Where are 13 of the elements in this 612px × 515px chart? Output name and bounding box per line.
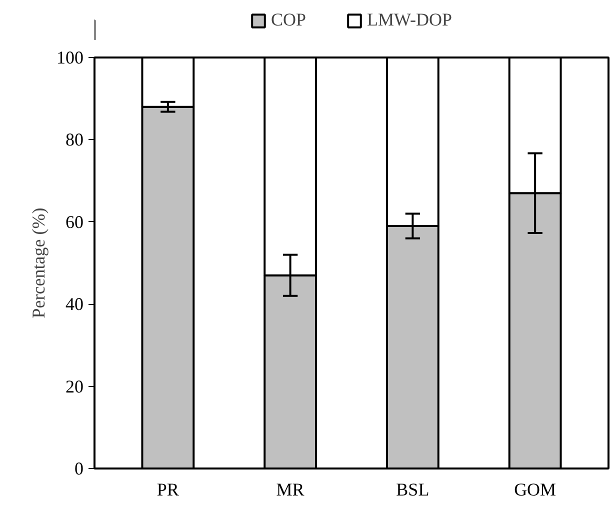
y-tick-label: 0 [74, 458, 84, 478]
legend-label: LMW-DOP [367, 10, 452, 30]
y-tick-label: 100 [56, 48, 84, 68]
x-tick-label: PR [156, 480, 179, 500]
x-tick-label: GOM [514, 480, 556, 500]
x-tick-label: MR [276, 480, 304, 500]
y-tick-label: 40 [66, 294, 84, 314]
legend-label: COP [270, 10, 306, 30]
y-tick-label: 60 [66, 212, 84, 232]
y-axis-title: Percentage (%) [28, 208, 48, 318]
y-tick-label: 80 [66, 130, 84, 150]
y-tick-label: 20 [66, 376, 84, 396]
x-tick-label: BSL [396, 480, 430, 500]
